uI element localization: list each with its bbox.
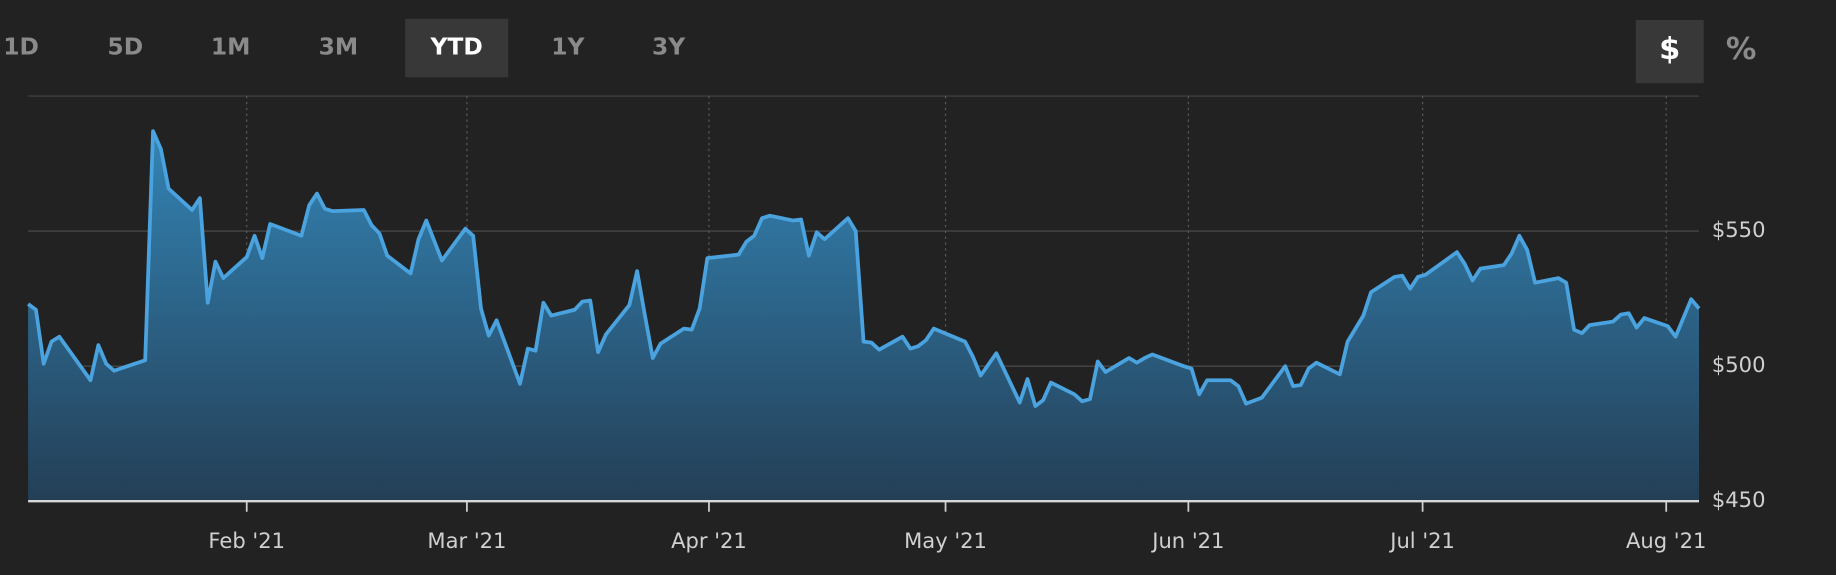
- y-tick-label: $450: [1712, 487, 1766, 512]
- x-tick-label: Aug '21: [1626, 528, 1706, 553]
- range-button[interactable]: 5D: [107, 33, 143, 61]
- x-tick-label: May '21: [904, 528, 987, 553]
- unit-button-bg: [1635, 19, 1704, 84]
- price-line: [26, 129, 1701, 408]
- range-button[interactable]: 1D: [3, 33, 39, 61]
- range-button[interactable]: 1Y: [551, 33, 585, 61]
- plot: [26, 129, 1701, 502]
- x-tick-label: Feb '21: [208, 528, 285, 553]
- range-button[interactable]: 3M: [319, 33, 359, 61]
- x-tick-label: Mar '21: [427, 528, 506, 553]
- unit-button[interactable]: %: [1726, 32, 1757, 67]
- axes: $450 $500 $550 Feb '21 Mar '21 Apr '21 May '21…: [28, 217, 1765, 553]
- range-button[interactable]: 1M: [211, 33, 251, 61]
- controls: 1D 5D 1M 3M YTD 1Y 3Y $%: [3, 18, 1757, 84]
- range-button-bg: [405, 18, 509, 78]
- x-tick-label: Jul '21: [1388, 528, 1455, 553]
- x-tick-label: Apr '21: [671, 528, 747, 553]
- unit-button[interactable]: $: [1659, 32, 1680, 67]
- range-button[interactable]: YTD: [429, 33, 482, 61]
- y-tick-label: $500: [1712, 352, 1766, 377]
- x-tick-label: Jun '21: [1150, 528, 1224, 553]
- y-tick-label: $550: [1712, 217, 1766, 242]
- area: [28, 131, 1700, 502]
- range-button[interactable]: 3Y: [652, 33, 686, 61]
